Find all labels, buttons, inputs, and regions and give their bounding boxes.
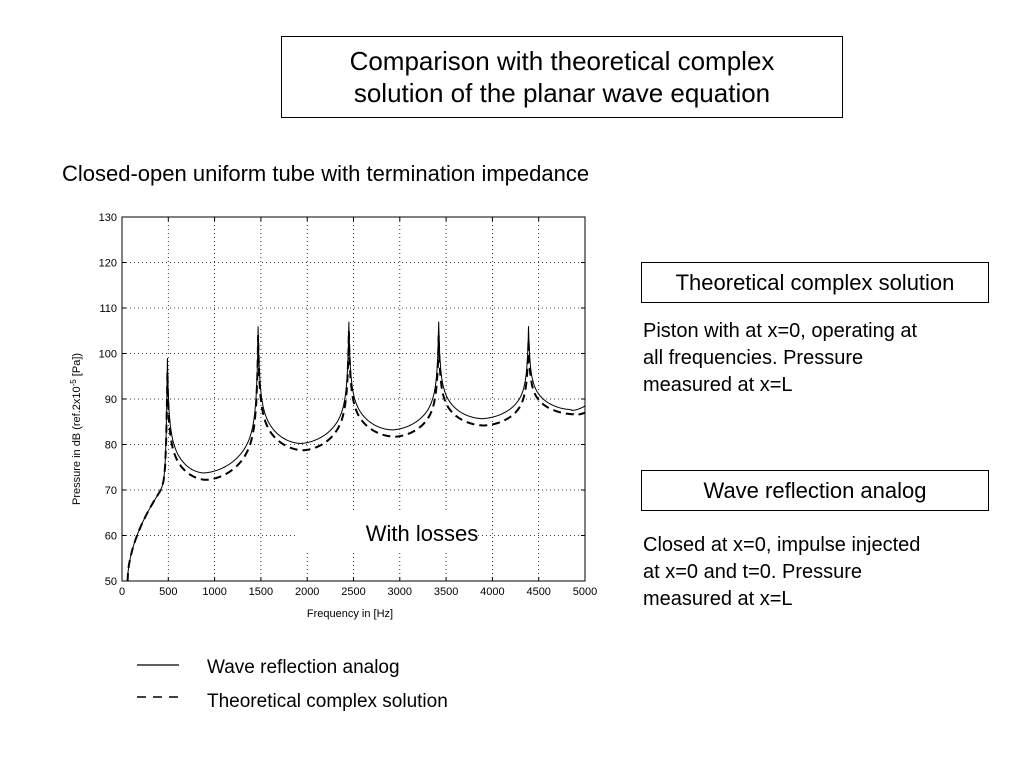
slide-title: Comparison with theoretical complex solu… <box>281 36 843 118</box>
series-line-theoretical <box>126 330 586 582</box>
legend-label-wave-reflection: Wave reflection analog <box>207 657 400 678</box>
x-tick-label: 2000 <box>295 586 319 598</box>
x-tick-label: 3000 <box>388 586 412 598</box>
y-tick-label: 100 <box>99 349 117 361</box>
wave-desc-line3: measured at x=L <box>643 588 793 610</box>
y-tick-label: 110 <box>99 303 117 315</box>
chart-annotation: With losses <box>366 521 478 546</box>
y-tick-label: 60 <box>105 531 117 543</box>
theoretical-desc-line1: Piston with at x=0, operating at <box>643 320 918 342</box>
theoretical-desc-line2: all frequencies. Pressure <box>643 347 864 369</box>
wave-reflection-heading: Wave reflection analog <box>641 470 989 511</box>
chart-series <box>126 321 586 582</box>
theoretical-desc-line3: measured at x=L <box>643 374 793 396</box>
chart-grid <box>122 217 585 581</box>
x-tick-label: 0 <box>119 586 125 598</box>
legend-label-theoretical: Theoretical complex solution <box>207 691 448 712</box>
series-line-wave-reflection <box>127 321 586 582</box>
x-tick-label: 4000 <box>480 586 504 598</box>
x-axis-label: Frequency in [Hz] <box>307 608 393 620</box>
theoretical-solution-description: Piston with at x=0, operating at all fre… <box>643 318 1013 399</box>
x-tick-label: 5000 <box>573 586 597 598</box>
theoretical-solution-heading: Theoretical complex solution <box>641 262 989 303</box>
y-tick-label: 90 <box>105 394 117 406</box>
slide-subtitle: Closed-open uniform tube with terminatio… <box>62 161 590 186</box>
x-tick-label: 2500 <box>341 586 365 598</box>
pressure-chart: 0 500 1000 1500 2000 2500 3000 3500 4000 4500 5000… <box>69 212 598 620</box>
y-tick-label: 70 <box>105 485 117 497</box>
x-tick-label: 1000 <box>202 586 226 598</box>
chart-axes <box>121 216 586 582</box>
x-tick-label: 4500 <box>526 586 550 598</box>
x-tick-label: 500 <box>159 586 177 598</box>
chart-tick-labels: 0 500 1000 1500 2000 2500 3000 3500 4000 4500 5000… <box>99 212 598 598</box>
y-tick-label: 120 <box>99 258 117 270</box>
slide-title-line2: solution of the planar wave equation <box>353 78 771 108</box>
wave-reflection-description: Closed at x=0, impulse injected at x=0 a… <box>643 532 1013 613</box>
y-tick-label: 80 <box>105 440 117 452</box>
y-tick-label: 130 <box>99 212 117 224</box>
y-axis-label-main: Pressure in dB (ref.2x10 <box>71 386 83 505</box>
legend-swatches <box>137 664 179 698</box>
wave-desc-line1: Closed at x=0, impulse injected <box>643 534 921 556</box>
x-tick-label: 3500 <box>434 586 458 598</box>
annotation-background <box>296 513 478 551</box>
y-axis-label-sup: -5 <box>69 379 78 387</box>
y-axis-label: Pressure in dB (ref.2x10-5 [Pa]) <box>69 353 84 505</box>
slide-title-line1: Comparison with theoretical complex <box>349 46 775 76</box>
wave-desc-line2: at x=0 and t=0. Pressure <box>643 561 863 583</box>
y-axis-label-end: [Pa]) <box>71 353 83 379</box>
x-tick-label: 1500 <box>249 586 273 598</box>
y-tick-label: 50 <box>105 576 117 588</box>
